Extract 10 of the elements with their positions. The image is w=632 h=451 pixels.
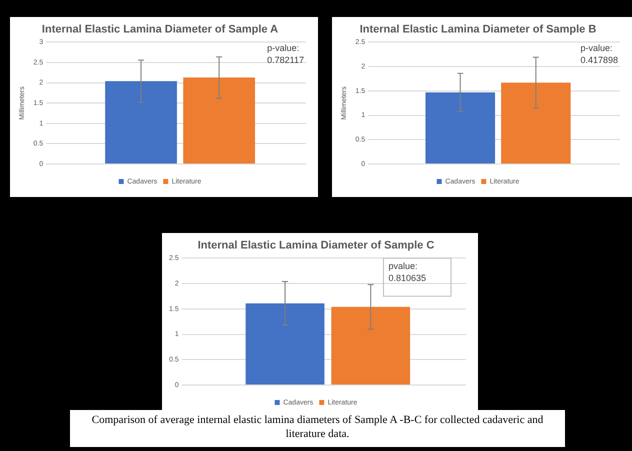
- annotation: p-value:: [267, 43, 300, 54]
- annotation: p-value:: [580, 43, 612, 54]
- annotation: pvalue:: [388, 261, 418, 272]
- chart-title: Internal Elastic Lamina Diameter of Sample C: [198, 240, 434, 252]
- annotation: 0.810635: [388, 273, 426, 284]
- chart-title: Internal Elastic Lamina Diameter of Sample B: [360, 24, 596, 36]
- chart-title: Internal Elastic Lamina Diameter of Sample A: [42, 24, 278, 36]
- annotation: 0.782117: [267, 55, 304, 66]
- text: Comparison of average internal elastic lamina diameters of Sample A -B-C for collected cadaveric and literature data.: [90, 413, 544, 441]
- annotation: 0.417898: [580, 55, 618, 66]
